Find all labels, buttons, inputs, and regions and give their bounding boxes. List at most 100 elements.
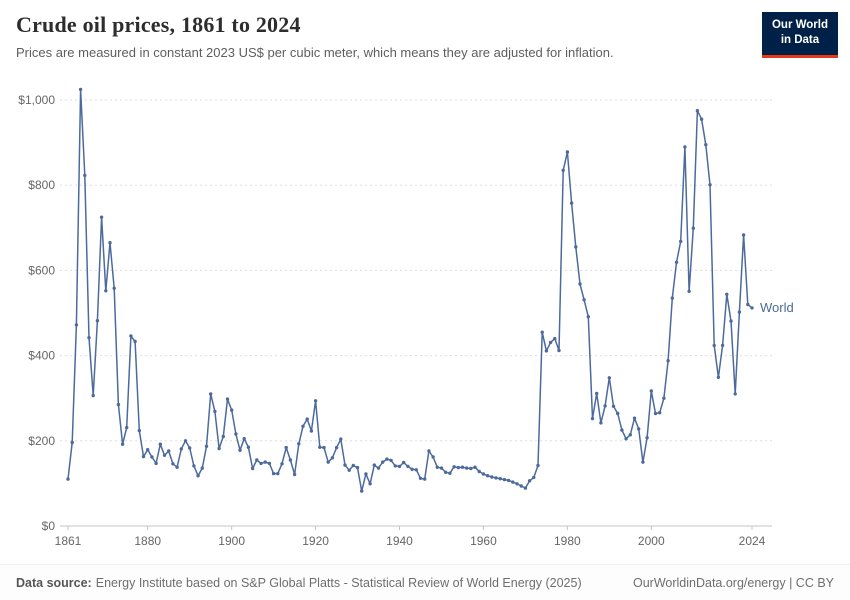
data-point	[372, 463, 376, 467]
data-point	[364, 472, 368, 476]
data-point	[687, 289, 691, 293]
data-point	[313, 399, 318, 403]
data-source-text: Energy Institute based on S&P Global Pla…	[95, 575, 582, 590]
x-tick-label: 1920	[302, 534, 329, 548]
owid-logo[interactable]: Our World in Data	[761, 12, 838, 58]
data-point	[141, 454, 146, 459]
data-point	[137, 428, 141, 433]
data-point	[750, 306, 754, 310]
y-tick-label: $600	[28, 263, 55, 277]
data-point	[385, 457, 389, 461]
data-point	[355, 465, 360, 470]
data-point	[183, 439, 188, 443]
data-point	[599, 421, 603, 425]
data-point	[326, 460, 330, 464]
data-point	[653, 411, 658, 416]
data-point	[406, 464, 410, 469]
data-point	[133, 339, 137, 344]
x-tick-label: 2024	[739, 534, 766, 548]
series-label[interactable]: World	[760, 300, 794, 315]
data-point	[485, 474, 490, 478]
logo-line-2: in Data	[780, 33, 820, 46]
data-point	[502, 477, 507, 482]
data-point	[234, 432, 238, 436]
data-point	[515, 482, 519, 486]
data-point	[393, 464, 397, 468]
x-tick-label: 1880	[134, 534, 161, 548]
data-point	[309, 429, 314, 433]
data-point	[284, 445, 288, 450]
x-tick-label: 1900	[218, 534, 245, 548]
data-source-label: Data source:	[16, 575, 92, 590]
data-point	[271, 471, 276, 476]
y-axis: $0 $200 $400 $600 $800 $1,000	[18, 93, 772, 533]
data-point	[116, 402, 121, 407]
data-point	[376, 466, 381, 470]
data-point	[465, 466, 469, 470]
data-point	[99, 215, 104, 219]
data-point	[481, 472, 486, 476]
data-point	[666, 359, 670, 363]
data-point	[448, 471, 452, 475]
data-point	[674, 260, 679, 264]
data-source: Data source: Energy Institute based on S&…	[16, 576, 582, 590]
y-tick-label: $1,000	[18, 93, 55, 107]
x-axis: 1861 1880 1900 1920 1940 1960 1980 2000 2024	[55, 526, 766, 548]
data-point	[511, 480, 515, 484]
chart-footer: Data source: Energy Institute based on S&…	[0, 564, 850, 600]
data-point	[708, 183, 712, 187]
data-point	[230, 408, 234, 412]
data-point	[91, 393, 95, 398]
chart-title: Crude oil prices, 1861 to 2024	[16, 12, 301, 37]
data-point	[603, 404, 607, 408]
data-point	[624, 437, 628, 441]
data-point	[246, 445, 251, 449]
data-point	[683, 145, 687, 149]
data-point	[548, 340, 553, 345]
data-point	[691, 226, 695, 230]
data-point	[188, 446, 192, 450]
data-point	[288, 458, 293, 462]
data-point	[670, 296, 674, 300]
owid-link[interactable]: OurWorldinData.org/energy | CC BY	[632, 575, 834, 590]
data-point	[494, 476, 498, 480]
line-chart[interactable]: $0 $200 $400 $600 $800 $1,000 1861 1880 1900 1920…	[0, 84, 850, 564]
data-point	[129, 334, 133, 338]
data-point	[729, 319, 733, 323]
data-point	[192, 464, 196, 468]
data-point	[498, 477, 502, 481]
data-point	[469, 466, 473, 471]
data-point	[695, 109, 700, 113]
x-tick-label: 1960	[470, 534, 497, 548]
data-point	[200, 466, 204, 470]
data-point	[410, 467, 414, 471]
data-point	[658, 411, 662, 415]
data-point	[720, 343, 725, 348]
data-point	[259, 461, 263, 466]
data-point	[611, 404, 616, 408]
data-point	[414, 468, 418, 472]
data-point	[435, 465, 439, 469]
data-point	[263, 460, 267, 464]
data-point	[586, 315, 590, 319]
y-tick-label: $200	[28, 434, 55, 448]
data-point	[540, 330, 544, 334]
data-point	[641, 460, 645, 464]
data-point	[557, 348, 561, 353]
data-point	[112, 286, 116, 290]
data-point	[725, 292, 729, 296]
data-point	[699, 117, 704, 121]
data-series[interactable]: World	[66, 87, 794, 493]
data-point	[158, 442, 162, 446]
data-point	[733, 392, 737, 396]
data-point	[431, 455, 435, 459]
chart-canvas[interactable]: $0 $200 $400 $600 $800 $1,000 1861 1880 1900 1920…	[0, 84, 850, 564]
series-line	[67, 88, 753, 492]
y-tick-label: $800	[28, 178, 55, 192]
data-point	[250, 466, 255, 471]
data-point	[108, 241, 112, 245]
data-point	[267, 461, 272, 466]
data-point	[402, 460, 406, 465]
data-point	[322, 445, 326, 450]
data-point	[620, 428, 624, 432]
